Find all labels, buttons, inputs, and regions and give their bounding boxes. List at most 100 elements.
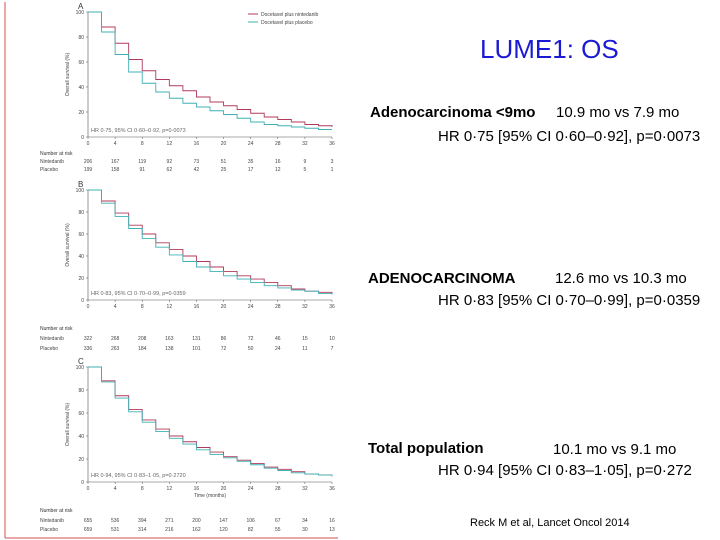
- risk-value: 86: [221, 336, 227, 342]
- annotation-medians-b: 12.6 mo vs 10.3 mo: [555, 270, 687, 287]
- risk-value: 162: [192, 527, 201, 533]
- risk-value: 62: [167, 167, 173, 173]
- risk-value: 101: [192, 346, 201, 352]
- risk-row-name: Placebo: [40, 167, 58, 173]
- x-tick-label: 36: [329, 304, 335, 310]
- x-tick-label: 20: [221, 141, 227, 147]
- risk-value: 263: [111, 346, 120, 352]
- x-tick-label: 24: [248, 486, 254, 492]
- risk-value: 73: [194, 159, 200, 165]
- y-tick-label: 60: [78, 232, 84, 238]
- panel-letter: C: [78, 357, 84, 366]
- x-tick-label: 20: [221, 486, 227, 492]
- y-tick-label: 60: [78, 411, 84, 417]
- risk-value: 15: [302, 336, 308, 342]
- risk-row-name: Nintedanib: [40, 518, 64, 524]
- reference-citation: Reck M et al, Lancet Oncol 2014: [470, 517, 630, 529]
- y-tick-label: 40: [78, 254, 84, 260]
- annotation-label-c: Total population: [368, 440, 484, 457]
- x-tick-label: 32: [302, 486, 308, 492]
- y-tick-label: 60: [78, 60, 84, 66]
- x-tick-label: 16: [194, 304, 200, 310]
- risk-value: 199: [84, 167, 93, 173]
- risk-value: 13: [329, 527, 335, 533]
- risk-value: 11: [302, 346, 307, 352]
- risk-value: 163: [165, 336, 174, 342]
- risk-value: 9: [303, 159, 306, 165]
- x-tick-label: 36: [329, 486, 335, 492]
- risk-value: 3: [331, 159, 334, 165]
- risk-value: 336: [84, 346, 93, 352]
- x-tick-label: 12: [167, 486, 173, 492]
- y-axis-label: Overall survival (%): [65, 52, 71, 96]
- risk-value: 200: [192, 518, 201, 524]
- x-tick-label: 36: [329, 141, 335, 147]
- x-tick-label: 32: [302, 304, 308, 310]
- x-tick-label: 32: [302, 141, 308, 147]
- x-tick-label: 4: [114, 304, 117, 310]
- risk-value: 82: [248, 527, 254, 533]
- risk-value: 216: [165, 527, 174, 533]
- y-axis-label: Overall survival (%): [65, 223, 71, 267]
- km-curve-placebo: [88, 11, 332, 130]
- km-figure-panel: A 0 20 40 60 80 100 0 4 8 12 16 20 24 28 32 36 Overall su…: [0, 0, 340, 540]
- risk-value: 16: [329, 518, 335, 524]
- x-tick-label: 16: [194, 141, 200, 147]
- risk-value: 24: [275, 346, 281, 352]
- risk-value: 92: [167, 159, 173, 165]
- risk-value: 394: [138, 518, 147, 524]
- y-axis-label: Overall survival (%): [65, 402, 71, 446]
- x-axis-label: Time (months): [194, 493, 226, 499]
- annotation-medians-a: 10.9 mo vs 7.9 mo: [556, 104, 680, 121]
- risk-value: 91: [139, 167, 145, 173]
- risk-value: 7: [331, 346, 334, 352]
- y-tick-label: 100: [76, 10, 85, 16]
- risk-value: 17: [248, 167, 254, 173]
- risk-value: 659: [84, 527, 93, 533]
- risk-value: 16: [275, 159, 281, 165]
- risk-value: 138: [165, 346, 174, 352]
- risk-row-name: Nintedanib: [40, 336, 64, 342]
- x-tick-label: 0: [87, 141, 90, 147]
- risk-row-name: Placebo: [40, 527, 58, 533]
- risk-value: 106: [246, 518, 255, 524]
- x-tick-label: 0: [87, 486, 90, 492]
- risk-value: 67: [275, 518, 281, 524]
- y-tick-label: 20: [78, 457, 84, 463]
- risk-row-name: Placebo: [40, 346, 58, 352]
- risk-value: 72: [221, 346, 227, 352]
- risk-value: 206: [84, 159, 93, 165]
- x-tick-label: 4: [114, 486, 117, 492]
- panel-letter: B: [78, 180, 83, 189]
- x-tick-label: 20: [221, 304, 227, 310]
- x-tick-label: 28: [275, 141, 281, 147]
- hr-annotation: HR 0·75, 95% CI 0·60–0·92, p=0·0073: [91, 128, 186, 134]
- risk-value: 35: [248, 159, 254, 165]
- annotation-stats-b: HR 0·83 [95% CI 0·70–0·99], p=0·0359: [438, 292, 701, 309]
- risk-table-header: Number at risk: [40, 326, 73, 332]
- x-tick-label: 8: [141, 304, 144, 310]
- risk-row-name: Nintedanib: [40, 159, 64, 165]
- annotation-stats-a: HR 0·75 [95% CI 0·60–0·92], p=0·0073: [438, 128, 701, 145]
- risk-value: 42: [194, 167, 200, 173]
- y-tick-label: 80: [78, 210, 84, 216]
- x-tick-label: 24: [248, 304, 254, 310]
- risk-value: 72: [248, 336, 254, 342]
- risk-value: 5: [303, 167, 306, 173]
- km-curve-nintedanib: [88, 189, 333, 294]
- annotation-medians-c: 10.1 mo vs 9.1 mo: [553, 441, 677, 458]
- risk-table-header: Number at risk: [40, 151, 73, 157]
- risk-value: 536: [111, 518, 120, 524]
- hr-annotation: HR 0·83, 95% CI 0·70–0·99, p=0·0359: [91, 291, 186, 297]
- risk-value: 655: [84, 518, 93, 524]
- x-tick-label: 28: [275, 486, 281, 492]
- risk-value: 322: [84, 336, 93, 342]
- risk-value: 12: [275, 167, 281, 173]
- risk-value: 268: [111, 336, 120, 342]
- annotation-label-a: Adenocarcinoma <9mo: [370, 104, 536, 121]
- y-tick-label: 80: [78, 388, 84, 394]
- legend-entry: Docetaxel plus nintedanib: [261, 12, 318, 18]
- risk-value: 46: [275, 336, 281, 342]
- y-tick-label: 80: [78, 35, 84, 41]
- risk-value: 120: [219, 527, 228, 533]
